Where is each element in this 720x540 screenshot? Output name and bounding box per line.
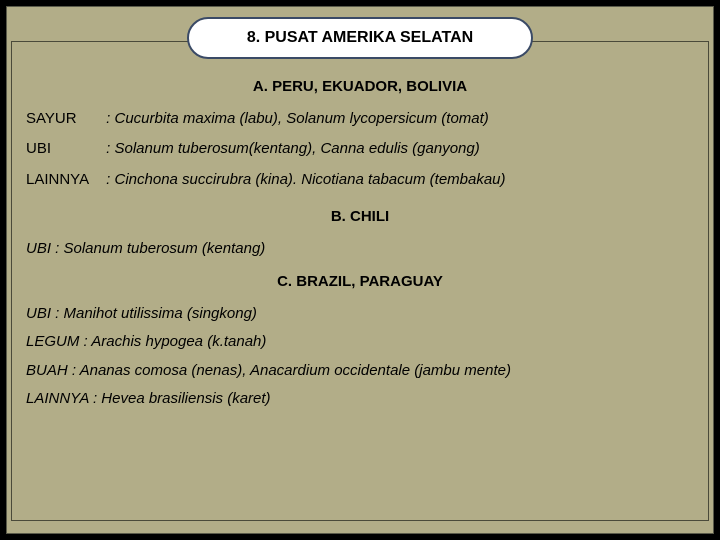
row-lainnya-a: LAINNYA : Cinchona succirubra (kina). Ni… bbox=[26, 170, 694, 190]
content-box: A. PERU, EKUADOR, BOLIVIA SAYUR : Cucurb… bbox=[11, 41, 709, 521]
row-legum: LEGUM : Arachis hypogea (k.tanah) bbox=[26, 332, 694, 352]
text-ubi-a: : Solanum tuberosum(kentang), Canna edul… bbox=[106, 140, 480, 157]
slide-title: 8. PUSAT AMERIKA SELATAN bbox=[187, 17, 533, 59]
label-ubi-a: UBI bbox=[26, 139, 102, 159]
section-c: C. BRAZIL, PARAGUAY UBI : Manihot utilis… bbox=[26, 273, 694, 409]
row-ubi-c: UBI : Manihot utilissima (singkong) bbox=[26, 304, 694, 324]
text-sayur: : Cucurbita maxima (labu), Solanum lycop… bbox=[106, 110, 489, 127]
row-sayur: SAYUR : Cucurbita maxima (labu), Solanum… bbox=[26, 109, 694, 129]
row-buah: BUAH : Ananas comosa (nenas), Anacardium… bbox=[26, 361, 694, 381]
section-a-heading: A. PERU, EKUADOR, BOLIVIA bbox=[26, 78, 694, 95]
slide-outer: 8. PUSAT AMERIKA SELATAN A. PERU, EKUADO… bbox=[0, 0, 720, 540]
section-c-heading: C. BRAZIL, PARAGUAY bbox=[26, 273, 694, 290]
label-lainnya-a: LAINNYA bbox=[26, 170, 102, 190]
section-b-heading: B. CHILI bbox=[26, 208, 694, 225]
row-ubi-a: UBI : Solanum tuberosum(kentang), Canna … bbox=[26, 139, 694, 159]
text-lainnya-a: : Cinchona succirubra (kina). Nicotiana … bbox=[106, 171, 505, 188]
section-b: B. CHILI UBI : Solanum tuberosum (kentan… bbox=[26, 208, 694, 259]
row-ubi-b: UBI : Solanum tuberosum (kentang) bbox=[26, 239, 694, 259]
row-lainnya-c: LAINNYA : Hevea brasiliensis (karet) bbox=[26, 389, 694, 409]
label-sayur: SAYUR bbox=[26, 109, 102, 129]
slide: 8. PUSAT AMERIKA SELATAN A. PERU, EKUADO… bbox=[6, 6, 714, 534]
